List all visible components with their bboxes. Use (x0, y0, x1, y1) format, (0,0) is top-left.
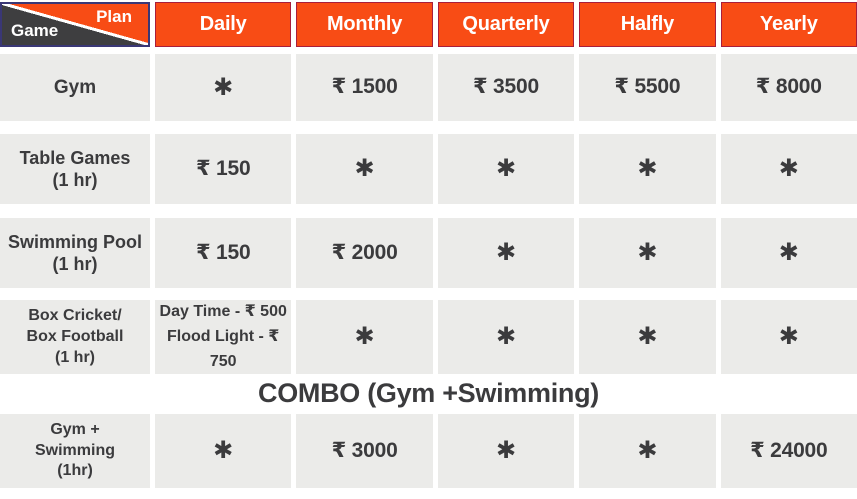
table-row-swimming-pool: Swimming Pool (1 hr) ₹ 150 ₹ 2000 ✱ ✱ ✱ (0, 218, 857, 288)
cell-gym-monthly: ₹ 1500 (296, 54, 433, 121)
cell-combo-yearly: ₹ 24000 (720, 414, 857, 488)
cell-table-games-monthly: ✱ (296, 134, 433, 204)
column-header-daily: Daily (155, 2, 292, 47)
table-row-gym: Gym ✱ ₹ 1500 ₹ 3500 ₹ 5500 ₹ 8000 (0, 54, 857, 121)
header-row: Plan Game Daily Monthly Quarterly Halfly… (0, 2, 857, 47)
combo-section-heading: COMBO (Gym +Swimming) (0, 372, 857, 414)
row-header-label: Gym (53, 76, 97, 98)
cell-swimming-pool-halfly: ✱ (579, 218, 716, 288)
table-row-gym-swimming-combo: Gym + Swimming (1hr) ✱ ₹ 3000 ✱ ✱ ₹ 2400… (0, 414, 857, 488)
cell-box-halfly: ✱ (579, 300, 716, 375)
cell-table-games-daily: ₹ 150 (155, 134, 292, 204)
row-header-label: Swimming Pool (7, 231, 142, 252)
cell-gym-yearly: ₹ 8000 (720, 54, 857, 121)
cell-combo-quarterly: ✱ (437, 414, 575, 488)
row-header-sublabel: (1 hr) (55, 348, 95, 366)
cell-box-quarterly: ✱ (437, 300, 575, 375)
cell-box-monthly: ✱ (296, 300, 433, 375)
column-header-halfly: Halfly (579, 2, 716, 47)
cell-gym-daily: ✱ (155, 54, 292, 121)
column-header-monthly: Monthly (296, 2, 433, 47)
cell-combo-halfly: ✱ (579, 414, 716, 488)
row-header-label: Box Cricket/ (28, 307, 122, 324)
row-header-gym: Gym (0, 54, 150, 121)
row-header-sublabel: (1 hr) (52, 254, 98, 274)
table-row-table-games: Table Games (1 hr) ₹ 150 ✱ ✱ ✱ ✱ (0, 134, 857, 204)
cell-gym-quarterly: ₹ 3500 (437, 54, 575, 121)
cell-gym-halfly: ₹ 5500 (579, 54, 716, 121)
day-time-rate: Day Time - ₹ 500 (159, 303, 287, 320)
cell-box-yearly: ✱ (720, 300, 857, 375)
cell-table-games-yearly: ✱ (720, 134, 857, 204)
row-header-sublabel: (1hr) (57, 462, 93, 480)
cell-swimming-pool-quarterly: ✱ (437, 218, 575, 288)
row-header-box-cricket-football: Box Cricket/ Box Football (1 hr) (0, 300, 150, 375)
cell-table-games-quarterly: ✱ (437, 134, 575, 204)
cell-swimming-pool-daily: ₹ 150 (155, 218, 292, 288)
row-header-label: Table Games (19, 147, 131, 168)
table-row-box-cricket-football: Box Cricket/ Box Football (1 hr) Day Tim… (0, 300, 857, 375)
cell-box-daily: Day Time - ₹ 500 Flood Light - ₹ 750 (155, 300, 292, 375)
row-header-sublabel: (1 hr) (52, 170, 98, 190)
row-header-label2: Swimming (34, 441, 115, 459)
cell-swimming-pool-yearly: ✱ (720, 218, 857, 288)
column-header-yearly: Yearly (720, 2, 857, 47)
row-header-swimming-pool: Swimming Pool (1 hr) (0, 218, 150, 288)
game-label: Game (11, 21, 59, 40)
row-header-table-games: Table Games (1 hr) (0, 134, 150, 204)
row-header-label: Gym + (50, 420, 100, 438)
cell-combo-monthly: ₹ 3000 (296, 414, 433, 488)
row-header-label2: Box Football (26, 327, 124, 345)
cell-swimming-pool-monthly: ₹ 2000 (296, 218, 433, 288)
corner-header-cell: Plan Game (0, 2, 150, 47)
row-header-gym-swimming: Gym + Swimming (1hr) (0, 414, 150, 488)
flood-light-rate: Flood Light - ₹ 750 (166, 327, 280, 370)
column-header-quarterly: Quarterly (437, 2, 575, 47)
plan-label: Plan (96, 7, 132, 26)
cell-combo-daily: ✱ (155, 414, 292, 488)
cell-table-games-halfly: ✱ (579, 134, 716, 204)
